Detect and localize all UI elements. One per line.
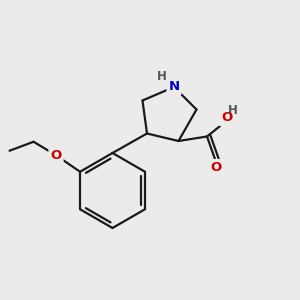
Text: H: H <box>157 70 166 83</box>
Text: O: O <box>210 161 222 174</box>
Text: O: O <box>221 111 232 124</box>
Text: H: H <box>157 70 166 83</box>
Text: H: H <box>228 104 237 118</box>
Text: O: O <box>221 111 232 124</box>
Text: O: O <box>210 161 222 174</box>
Text: N: N <box>168 80 180 94</box>
Text: H: H <box>228 104 237 118</box>
Text: N: N <box>168 80 180 94</box>
Text: O: O <box>50 149 62 162</box>
Text: O: O <box>50 149 62 162</box>
